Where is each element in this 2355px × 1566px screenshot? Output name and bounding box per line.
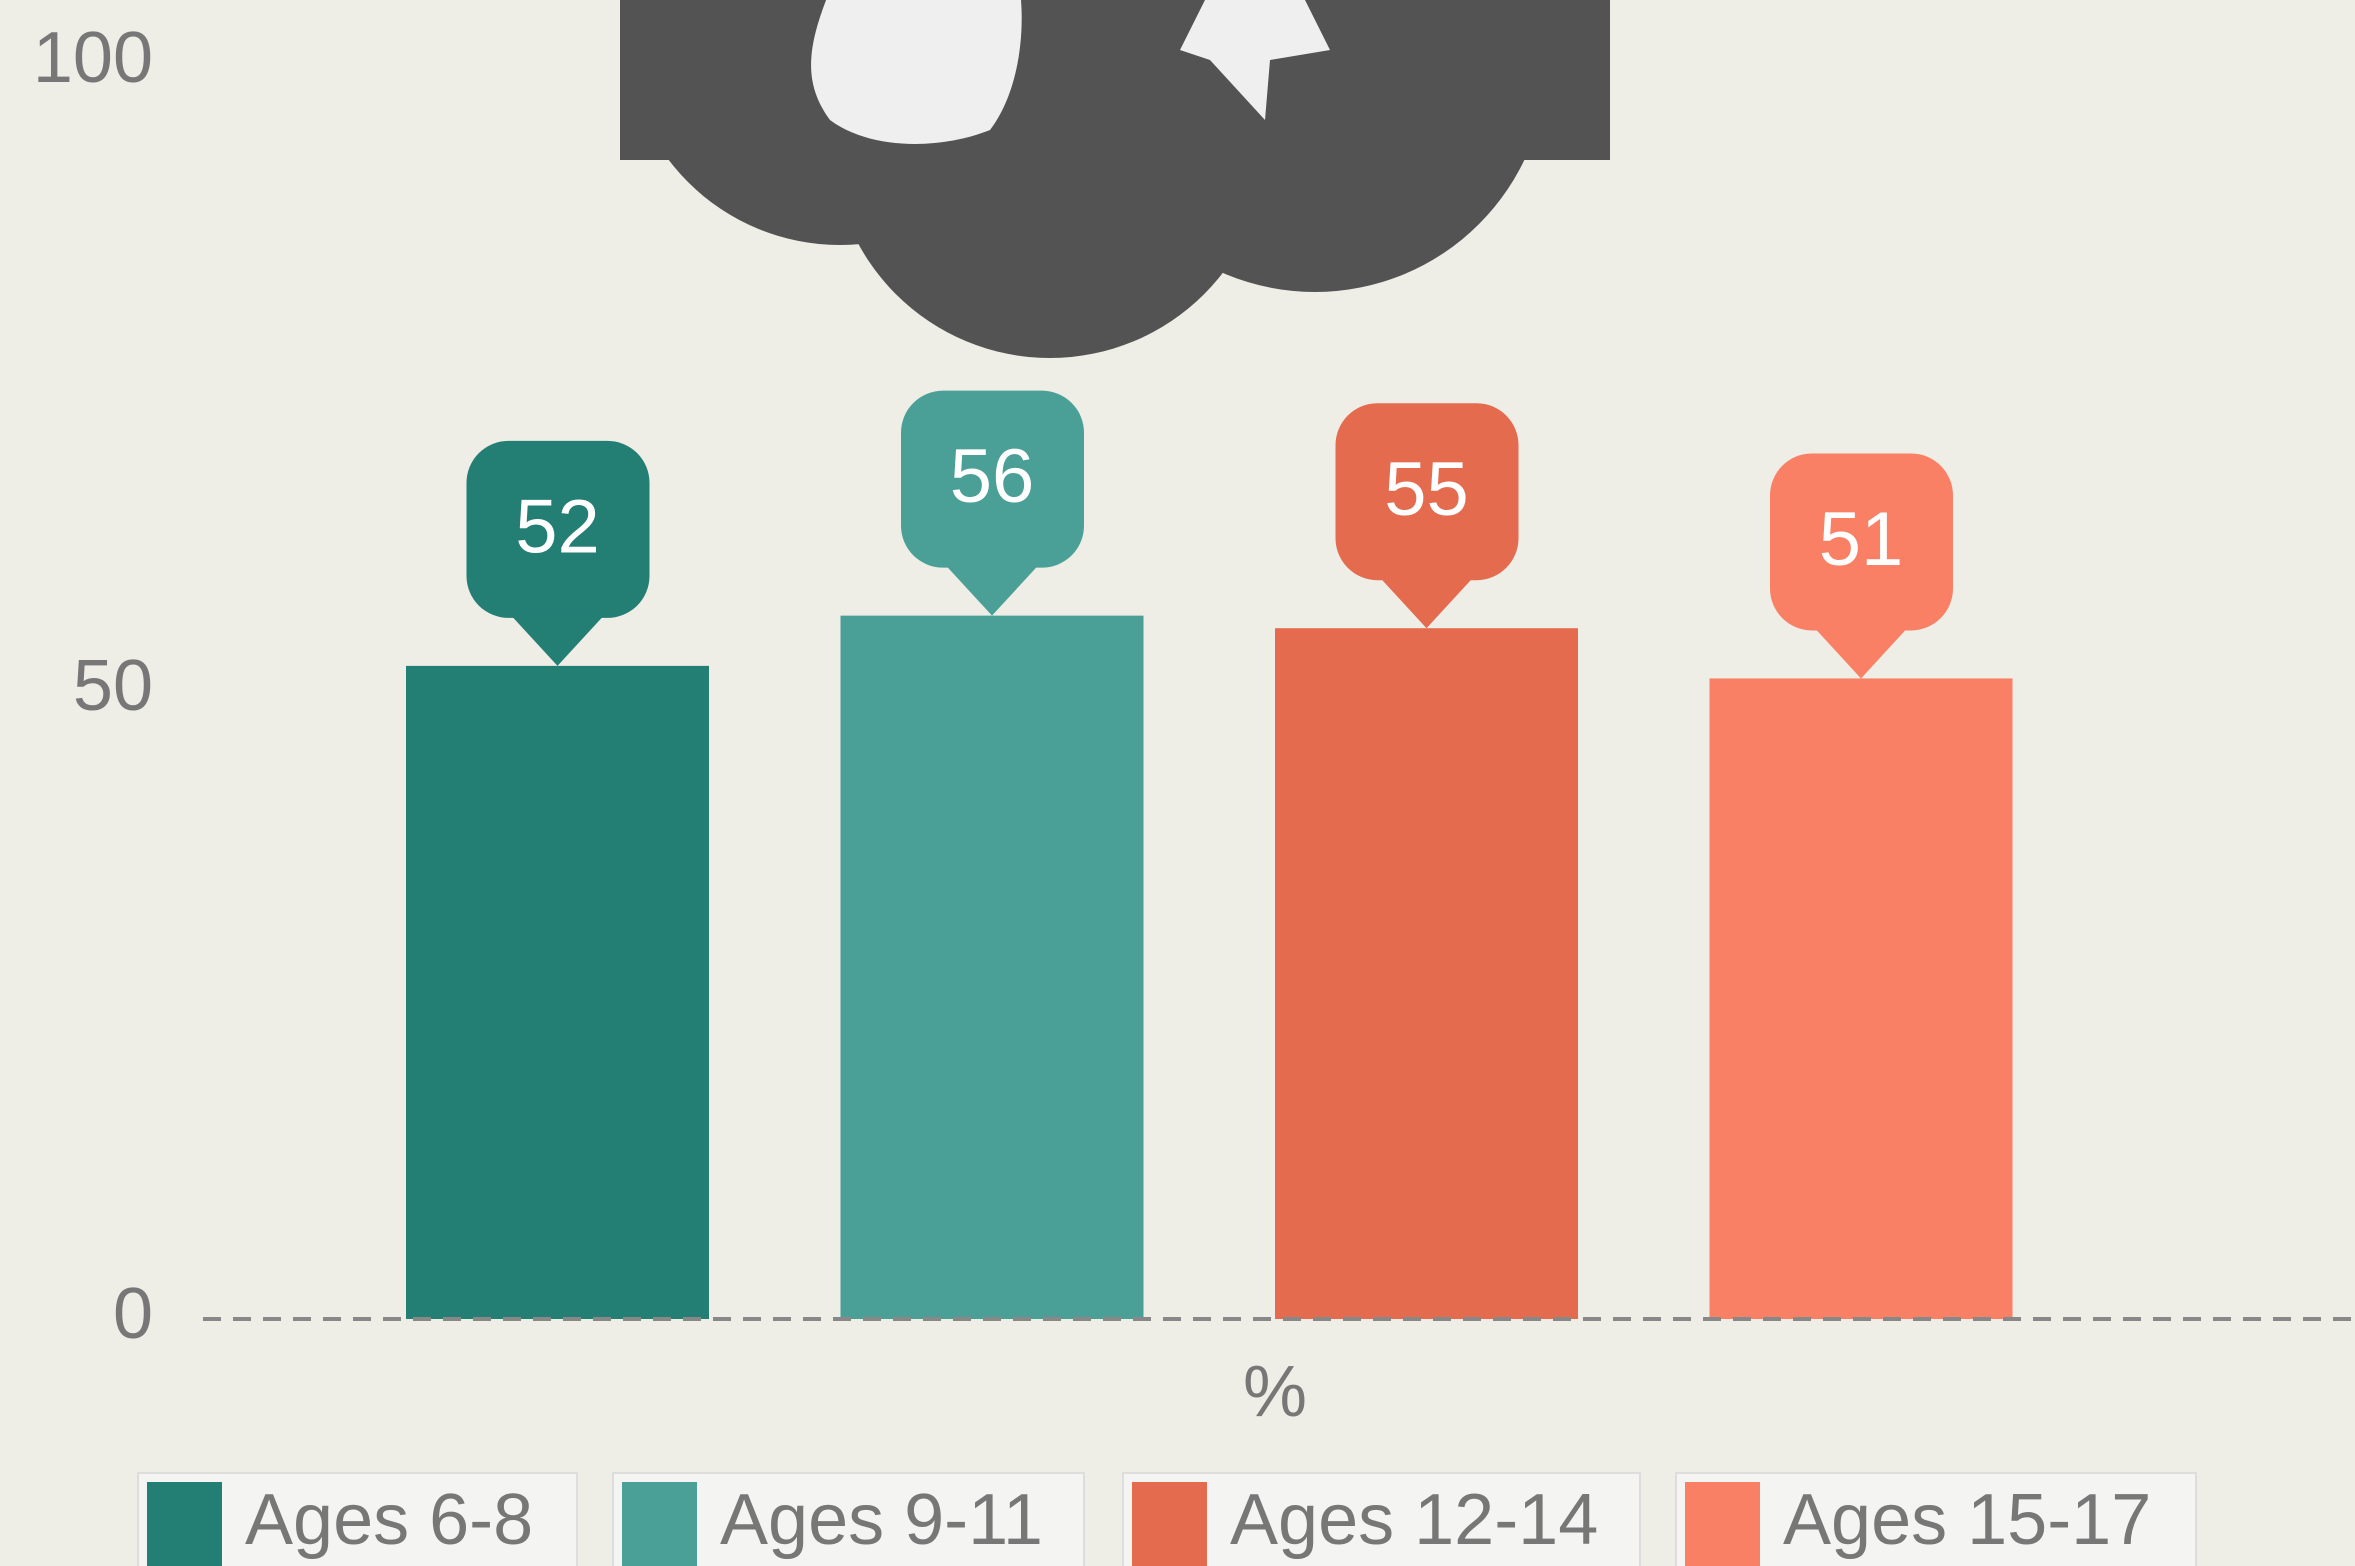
bubble-pointer <box>1815 628 1907 678</box>
value-label: 56 <box>950 434 1035 519</box>
legend-label: Ages 9-11 <box>720 1480 1043 1560</box>
value-label: 51 <box>1819 497 1904 582</box>
y-tick-label: 100 <box>33 18 153 98</box>
y-tick-label: 0 <box>113 1274 153 1354</box>
legend-label: Ages 6-8 <box>245 1480 533 1560</box>
y-tick-label: 50 <box>73 646 153 726</box>
bar <box>1710 678 2013 1319</box>
bubble-pointer <box>512 616 604 666</box>
legend-swatch <box>147 1482 222 1566</box>
chart: % 0 50 100 52 56 55 51 Ages 6-8 Ages 9-11 Ages 12… <box>0 0 2355 1566</box>
bar <box>406 666 709 1319</box>
value-label: 52 <box>515 484 600 569</box>
cloud-illustration <box>620 0 1610 358</box>
legend-swatch <box>1132 1482 1207 1566</box>
page: {"chart_data": {"type": "bar", "x_label"… <box>0 0 2355 1566</box>
legend-swatch <box>1685 1482 1760 1566</box>
bubble-pointer <box>946 566 1038 616</box>
bubble-pointer <box>1381 578 1473 628</box>
x-axis-label: % <box>1243 1352 1307 1432</box>
bar <box>1275 628 1578 1319</box>
legend-label: Ages 15-17 <box>1783 1480 2151 1560</box>
legend-label: Ages 12-14 <box>1230 1480 1598 1560</box>
value-label: 55 <box>1384 447 1469 532</box>
bar <box>841 616 1144 1319</box>
legend-swatch <box>622 1482 697 1566</box>
